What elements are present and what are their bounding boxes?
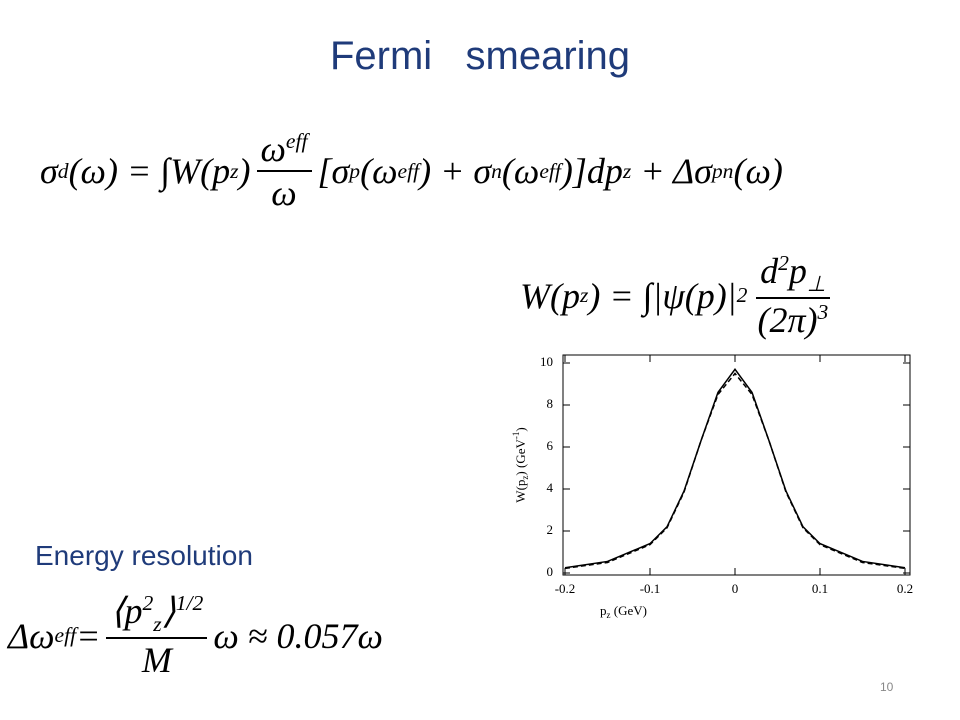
- eq-text: M: [141, 640, 172, 681]
- x-tick-label: 0.2: [897, 581, 913, 596]
- eq-text: (ω): [733, 151, 783, 191]
- eq-sub: pn: [711, 158, 734, 183]
- x-tick-label: 0.1: [812, 581, 828, 596]
- series-line: [564, 372, 906, 570]
- eq-sup: 2: [778, 251, 789, 275]
- eq-text: (ω) = ∫W(p: [68, 151, 231, 191]
- eq-sup: 3: [817, 300, 829, 325]
- eq-sub: z: [622, 158, 632, 183]
- y-label-part: z: [520, 476, 530, 480]
- y-label-part: W(p: [513, 480, 528, 503]
- eq-text: W(p: [520, 275, 580, 316]
- slide-title: Fermi smearing: [329, 34, 631, 78]
- equation: W(p z) = ∫|ψ(p)| 2 d2p⊥ (2π)3: [520, 250, 838, 341]
- equation: σ d (ω) = ∫W(p z) ωeff ω [σ p (ω eff) + σ n (ω eff…: [40, 128, 783, 214]
- eq-sup: 1/2: [175, 591, 204, 615]
- x-tick-label: 0: [732, 581, 739, 596]
- eq-text: (ω: [360, 151, 398, 191]
- eq-text: ) = ∫|ψ(p)|: [588, 275, 737, 316]
- y-label-part: -1: [511, 432, 521, 440]
- eq-text: Δω: [8, 615, 55, 656]
- fraction: d2p⊥ (2π)3: [753, 250, 832, 341]
- y-tick-label: 8: [547, 396, 554, 411]
- eq-sup: 2: [142, 591, 154, 615]
- x-label-part: (GeV): [611, 603, 647, 618]
- eq-text: + Δσ: [631, 151, 712, 191]
- subheading: Energy resolution: [35, 540, 253, 571]
- equation: Δω eff = ⟨p2z⟩1/2 M ω ≈ 0.057ω: [8, 590, 383, 681]
- y-axis-label: W(pz) (GeV-1): [511, 427, 530, 502]
- eq-sub: z: [579, 283, 589, 308]
- eq-text: ⟩: [161, 591, 176, 631]
- fraction: ⟨p2z⟩1/2 M: [106, 590, 208, 681]
- x-label-part: p: [600, 603, 607, 618]
- y-label-part: ): [513, 427, 528, 431]
- y-label-part: ) (GeV: [513, 439, 528, 476]
- eq-sup: eff: [285, 129, 308, 153]
- eq-text: ω: [271, 173, 297, 213]
- eq-sup: eff: [539, 158, 561, 183]
- eq-text: (2π): [757, 300, 818, 341]
- eq-text: p: [788, 251, 807, 291]
- eq-sub: z: [153, 612, 162, 637]
- y-tick-label: 6: [547, 438, 554, 453]
- eq-sup: eff: [397, 158, 420, 183]
- eq-sub: n: [491, 158, 502, 183]
- x-axis-label: pz (GeV): [600, 603, 647, 620]
- y-tick-label: 10: [540, 354, 553, 369]
- eq-text: ): [238, 151, 251, 191]
- page-number: 10: [880, 680, 894, 694]
- x-tick-label: -0.1: [640, 581, 661, 596]
- y-tick-label: 4: [547, 480, 554, 495]
- eq-sub: z: [230, 158, 239, 183]
- x-tick-label: -0.2: [555, 581, 576, 596]
- eq-text: )]dp: [560, 151, 623, 191]
- series-line: [564, 368, 906, 569]
- fraction: ωeff ω: [256, 128, 312, 214]
- eq-text: ω ≈ 0.057ω: [213, 615, 383, 656]
- eq-text: [σ: [317, 151, 350, 191]
- eq-text: ω: [260, 129, 286, 169]
- eq-text: =: [76, 615, 101, 656]
- eq-sub: d: [57, 158, 69, 183]
- plot-frame: [562, 354, 911, 576]
- eq-sup: 2: [736, 283, 748, 308]
- eq-text: σ: [40, 151, 58, 191]
- eq-text: ⟨p: [110, 591, 143, 631]
- eq-sub: ⊥: [806, 272, 826, 297]
- eq-text: ) + σ: [419, 151, 492, 191]
- eq-text: d: [760, 251, 779, 291]
- y-tick-label: 2: [547, 522, 554, 537]
- eq-text: (ω: [501, 151, 540, 191]
- eq-sup: eff: [54, 623, 77, 648]
- y-tick-label: 0: [547, 564, 554, 579]
- x-label-part: z: [607, 610, 611, 620]
- eq-sub: p: [349, 158, 361, 183]
